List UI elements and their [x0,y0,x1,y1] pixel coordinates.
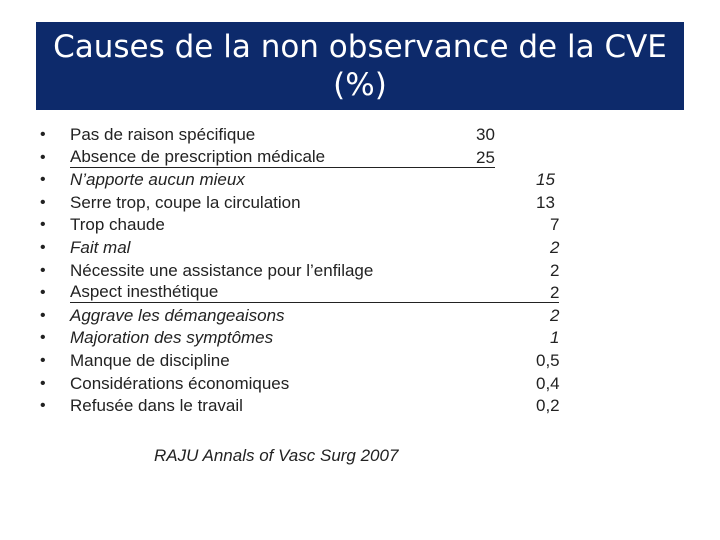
item-label: Refusée dans le travail [70,396,243,416]
list-item: • Considérations économiques 0,4 [40,373,600,396]
item-label: Aggrave les démangeaisons [70,305,285,325]
item-label: Absence de prescription médicale [70,146,326,166]
list-item: • Nécessite une assistance pour l’enfilag… [40,260,600,283]
item-label: Trop chaude [70,215,165,235]
slide-title-line-2: (%) [333,67,387,103]
item-value: 7 [550,215,560,235]
bullet-icon: • [40,126,46,143]
item-value: 2 [550,283,560,303]
list-item: • Refusée dans le travail 0,2 [40,395,600,418]
item-value: 2 [550,237,560,257]
list-item: • Manque de discipline 0,5 [40,350,600,373]
item-value: 0,5 [536,350,560,370]
item-label: Fait mal [70,237,131,257]
bullet-icon: • [40,351,46,369]
item-label: Aspect inesthétique [70,282,219,302]
item-label: Nécessite une assistance pour l’enfilage [70,260,374,280]
list-item: • Fait mal 2 [40,237,600,260]
list-item: • Trop chaude 7 [40,214,600,237]
list-item: • Majoration des symptômes 1 [40,327,600,350]
list-item: • Aspect inesthétique 2 [40,282,600,305]
causes-list: • Pas de raison spécifique 30 • Absence de p… [40,124,600,418]
list-item: • N’apporte aucun mieux 15 [40,169,600,192]
item-value: 30 [476,125,495,144]
bullet-icon: • [40,306,46,324]
source-citation: RAJU Annals of Vasc Surg 2007 [154,446,399,465]
item-label: Considérations économiques [70,373,290,393]
bullet-icon: • [40,238,46,256]
list-item: • Aggrave les démangeaisons 2 [40,305,600,328]
bullet-icon: • [40,171,46,189]
underline-rule [70,166,495,168]
item-value: 2 [550,260,560,280]
item-label: Majoration des symptômes [70,328,274,348]
bullet-icon: • [40,261,46,279]
underline-rule [70,302,559,304]
item-label: Manque de discipline [70,350,230,370]
bullet-icon: • [40,148,46,166]
item-label: Serre trop, coupe la circulation [70,192,301,212]
list-item: • Serre trop, coupe la circulation 13 [40,192,600,215]
bullet-icon: • [40,374,46,392]
item-value: 0,2 [536,396,560,416]
item-value: 13 [536,192,555,212]
list-item: • Pas de raison spécifique 30 [40,124,600,147]
item-value: 25 [476,147,495,167]
slide-title-banner: Causes de la non observance de la CVE (%… [36,22,684,110]
list-item: • Absence de prescription médicale 25 [40,147,600,170]
item-label: N’apporte aucun mieux [70,170,245,190]
bullet-icon: • [40,397,46,415]
bullet-icon: • [40,216,46,234]
item-value: 2 [550,305,560,325]
item-value: 0,4 [536,373,560,393]
bullet-icon: • [40,193,46,211]
item-value: 1 [550,328,560,348]
item-label: Pas de raison spécifique [70,125,256,144]
bullet-icon: • [40,329,46,347]
item-value: 15 [536,170,555,190]
slide-title-line-1: Causes de la non observance de la CVE [53,29,667,65]
bullet-icon: • [40,284,46,302]
